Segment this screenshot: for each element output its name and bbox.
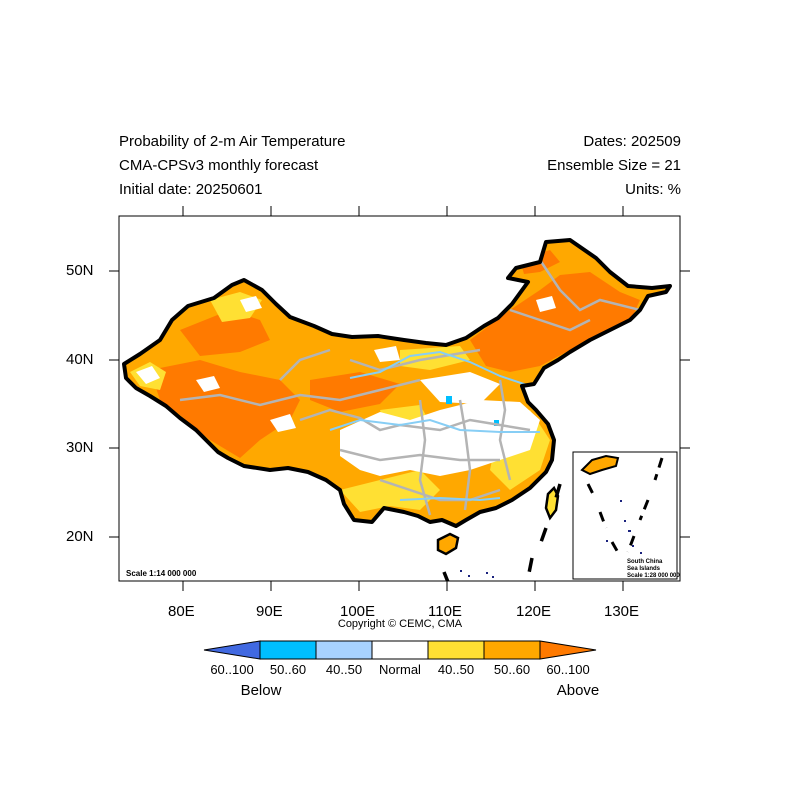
colorbar-label-above-50-60: 50..60 — [493, 662, 531, 677]
colorbar-below-label: Below — [240, 682, 282, 699]
lat-label-40n: 40N — [66, 351, 94, 368]
inset-caption-line3: Scale 1:28 000 000 — [627, 573, 680, 579]
colorbar-label-below-40-50: 40..50 — [325, 662, 363, 677]
national-border — [122, 238, 672, 528]
inset-caption-line1: South China — [627, 559, 663, 565]
sea-boundary-dashes — [442, 483, 562, 581]
copyright-notice: Copyright © CEMC, CMA — [337, 618, 463, 630]
lon-label-120e: 120E — [516, 603, 552, 620]
map-title: Probability of 2-m Air Temperature — [119, 133, 346, 150]
lat-label-30n: 30N — [66, 439, 94, 456]
province-boundaries — [179, 259, 641, 516]
colorbar-label-normal: Normal — [379, 662, 421, 677]
colorbar-above-label: Above — [556, 682, 600, 699]
lon-label-100e: 100E — [340, 603, 376, 620]
target-dates: Dates: 202509 — [583, 133, 681, 150]
lat-label-20n: 20N — [66, 528, 94, 545]
lon-label-80e: 80E — [168, 603, 195, 620]
colorbar-label-below-60-100: 60..100 — [210, 662, 254, 677]
units-label: Units: % — [625, 181, 681, 198]
colorbar — [203, 640, 597, 660]
colorbar-label-below-50-60: 50..60 — [269, 662, 307, 677]
colorbar-label-above-60-100: 60..100 — [546, 662, 590, 677]
lon-label-110e: 110E — [428, 603, 462, 620]
lon-label-130e: 130E — [604, 603, 640, 620]
scattered-islands — [460, 570, 494, 578]
lon-label-90e: 90E — [256, 603, 283, 620]
map-scale-label: Scale 1:14 000 000 — [126, 569, 197, 578]
colorbar-label-above-40-50: 40..50 — [437, 662, 475, 677]
inset-map — [572, 451, 678, 580]
model-name: CMA-CPSv3 monthly forecast — [119, 157, 319, 174]
inset-caption: South China Sea Islands Scale 1:28 000 0… — [627, 559, 680, 580]
hainan-island — [436, 532, 460, 556]
inset-caption-line2: Sea Islands — [627, 566, 661, 572]
ensemble-size: Ensemble Size = 21 — [547, 157, 681, 174]
initial-date: Initial date: 20250601 — [119, 181, 263, 198]
rivers — [329, 350, 540, 502]
axis-ticks — [109, 206, 690, 591]
lat-label-50n: 50N — [66, 262, 94, 279]
